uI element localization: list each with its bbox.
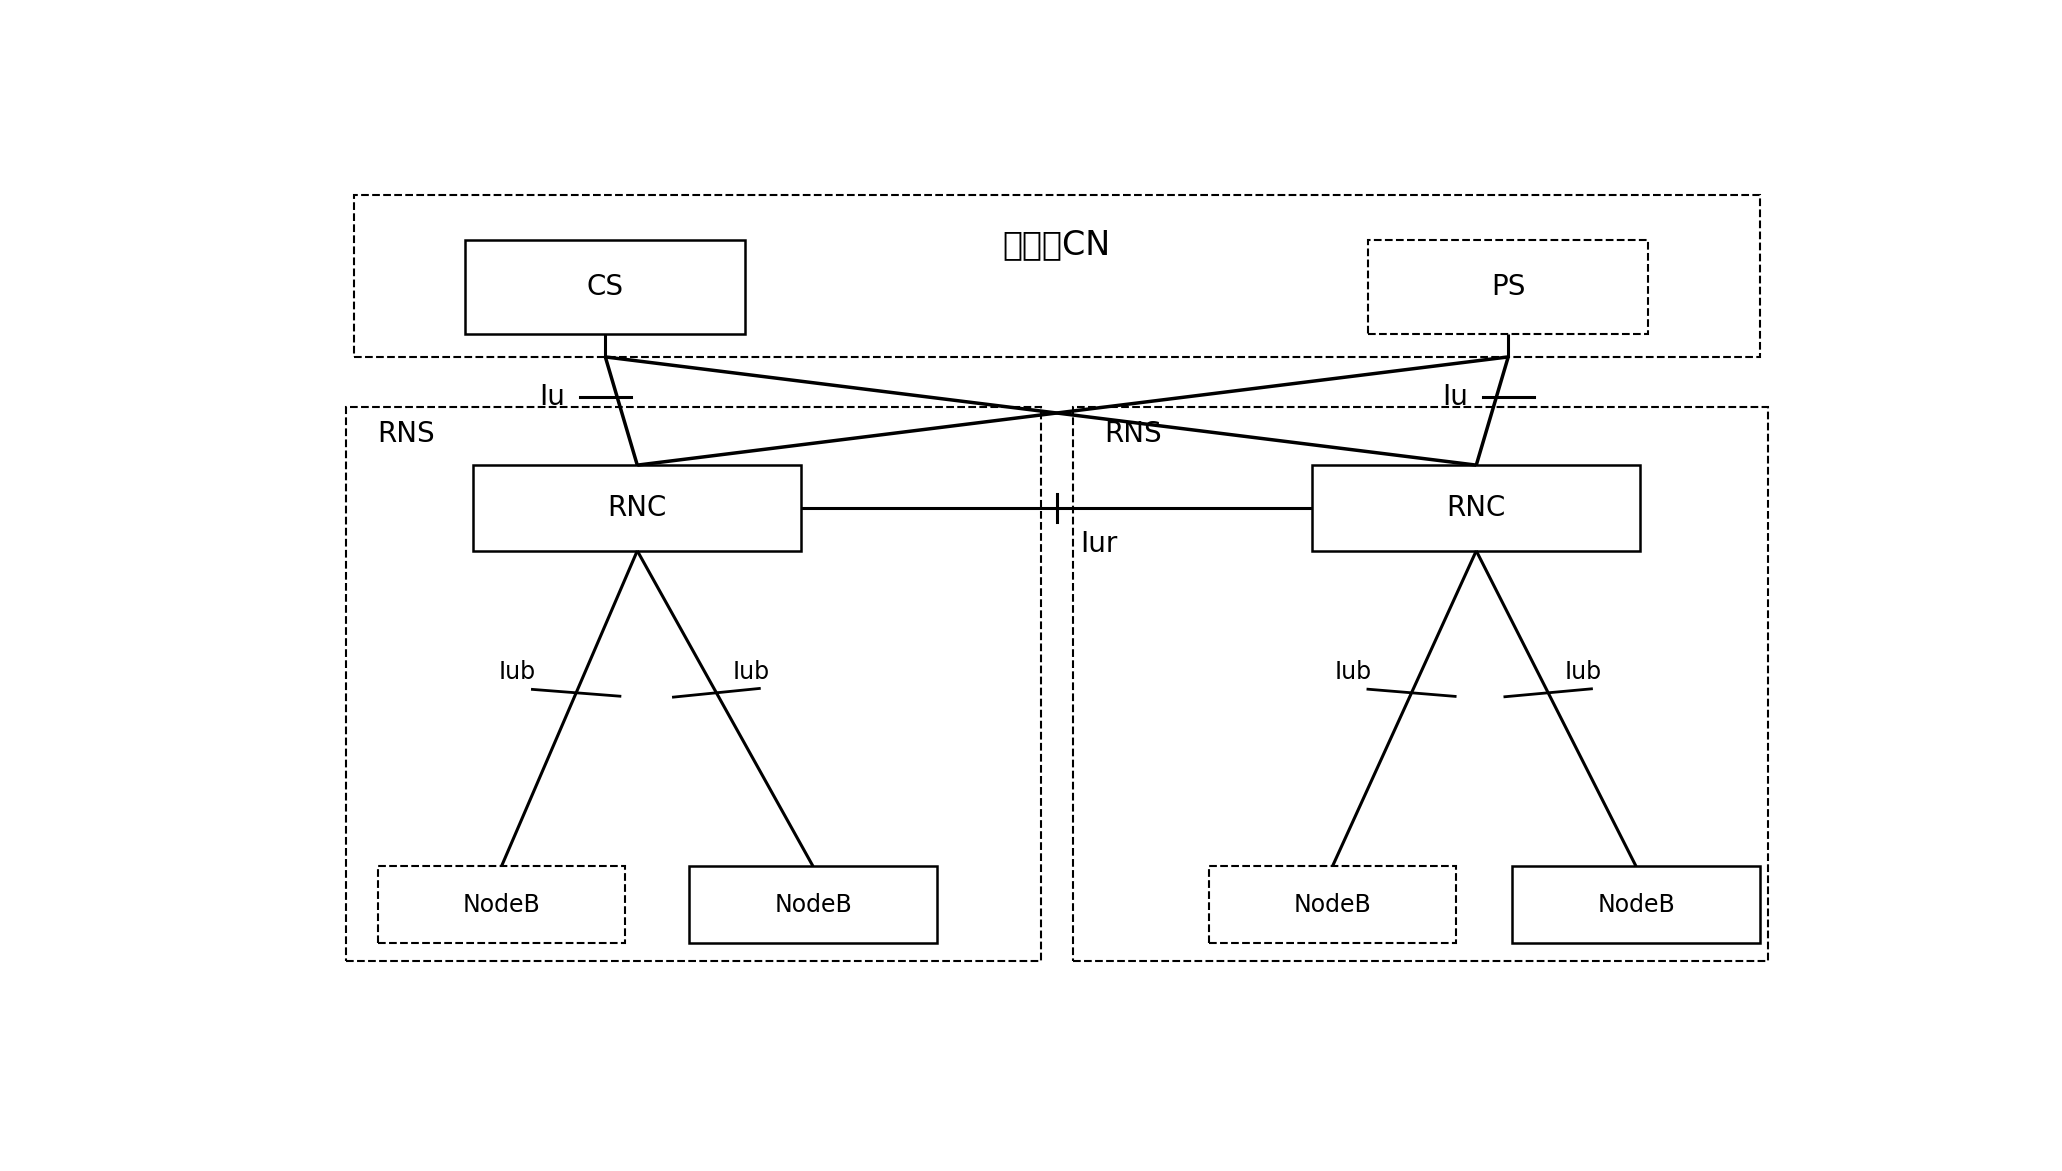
- Text: Iub: Iub: [732, 659, 769, 684]
- Bar: [377, 867, 625, 943]
- Text: RNS: RNS: [1105, 419, 1163, 447]
- Text: Iu: Iu: [540, 383, 565, 411]
- Bar: [466, 240, 744, 335]
- Bar: [1369, 240, 1648, 335]
- Text: 核心网CN: 核心网CN: [1002, 227, 1111, 261]
- Bar: [1208, 867, 1456, 943]
- Text: PS: PS: [1491, 273, 1526, 301]
- Bar: [346, 406, 1041, 961]
- Text: CS: CS: [588, 273, 625, 301]
- Text: Iub: Iub: [1565, 659, 1602, 684]
- Text: NodeB: NodeB: [1293, 892, 1371, 917]
- Text: NodeB: NodeB: [1598, 892, 1674, 917]
- Text: RNC: RNC: [608, 494, 666, 522]
- Bar: [1511, 867, 1761, 943]
- Text: Iu: Iu: [1443, 383, 1468, 411]
- Text: RNC: RNC: [1448, 494, 1505, 522]
- Text: Iub: Iub: [499, 659, 536, 684]
- Bar: [355, 194, 1759, 357]
- Text: Iub: Iub: [1334, 659, 1371, 684]
- Bar: [474, 465, 800, 550]
- Text: Iur: Iur: [1080, 530, 1118, 559]
- Bar: [1072, 406, 1767, 961]
- Text: RNS: RNS: [377, 419, 435, 447]
- Bar: [689, 867, 936, 943]
- Text: NodeB: NodeB: [773, 892, 852, 917]
- Text: NodeB: NodeB: [462, 892, 540, 917]
- Bar: [1311, 465, 1639, 550]
